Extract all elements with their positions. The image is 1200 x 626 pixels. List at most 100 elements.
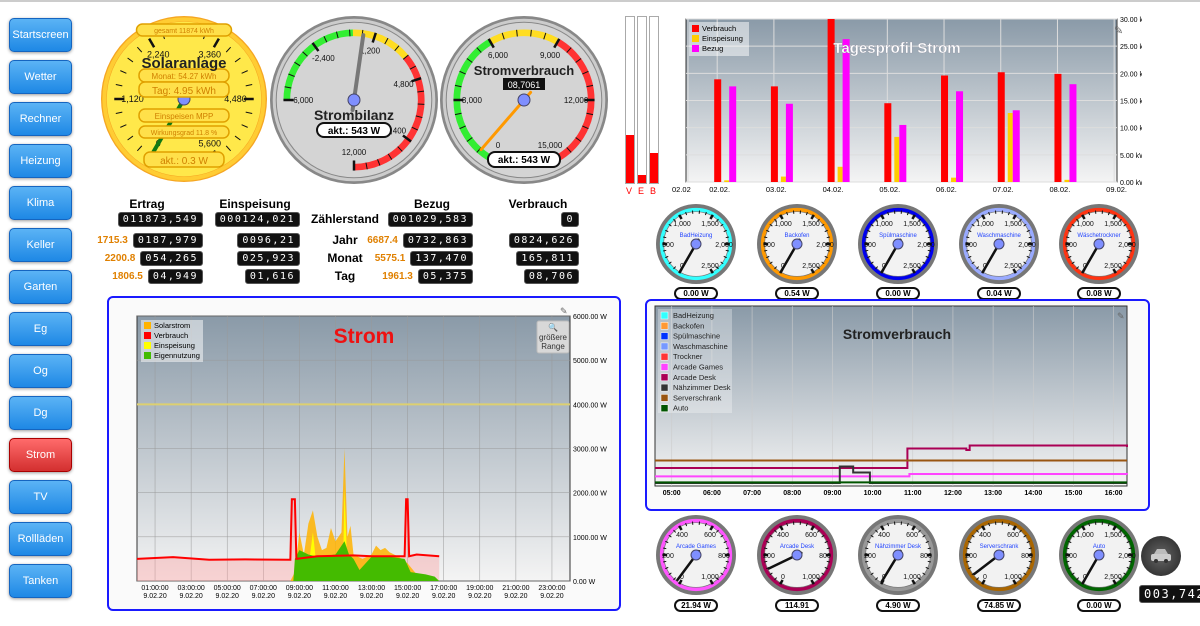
gauge-tick-label: 1,000: [802, 574, 820, 581]
device-name: Arcade Games: [676, 544, 716, 550]
gauge-tick: [1129, 237, 1132, 238]
y-tick-label: 6000.00 W: [573, 314, 607, 321]
gauge-tick-label: 1,000: [976, 221, 994, 228]
gauge-tick-label: 800: [819, 553, 831, 560]
legend-swatch: [692, 35, 699, 42]
legend-label: Serverschrank: [673, 393, 722, 402]
legend-swatch: [661, 333, 668, 340]
gauge-tick-label: 1,000: [875, 221, 893, 228]
einspeisung-value: 0096,21: [237, 233, 300, 248]
gauge-tick-label: 1,000: [774, 221, 792, 228]
gauge-tick: [517, 30, 518, 37]
bezug-side: 1961.3: [382, 271, 413, 282]
gauge-tick: [663, 250, 666, 251]
sidebar-item-strom[interactable]: Strom: [9, 438, 72, 472]
gauge-tick-label: 2,500: [1104, 263, 1122, 270]
einspeisung-value: 000124,021: [215, 212, 300, 227]
gauge-tick: [966, 250, 969, 251]
gauge-tick-label: 2,500: [903, 263, 921, 270]
veb-bar-fill: [626, 135, 634, 183]
sidebar-item-tanken[interactable]: Tanken: [9, 564, 72, 598]
veb-bar-e: [637, 16, 647, 184]
x-tick-label: 05:00:00: [214, 585, 241, 592]
device-name: Auto: [1093, 544, 1106, 550]
gauge-tick-label: 800: [718, 553, 730, 560]
legend-label: Eigennutzung: [154, 351, 200, 360]
gauge-tick-label: 2,000: [917, 242, 935, 249]
cell-einspeisung: 01,616: [245, 269, 300, 284]
verbrauch-akt: akt.: 543 W: [498, 155, 551, 166]
sidebar-item-rollläden[interactable]: Rollläden: [9, 522, 72, 556]
car-icon[interactable]: [1141, 536, 1181, 576]
x-tick-date: 9.02.20: [432, 593, 455, 600]
sidebar-item-og[interactable]: Og: [9, 354, 72, 388]
x-tick-label: 16:00: [1105, 490, 1123, 497]
chart-title: Strom: [334, 325, 395, 348]
device-name: Arcade Desk: [780, 544, 815, 550]
gauge-tick-label: 1,000: [903, 574, 921, 581]
gauge-tick-label: 500: [864, 242, 876, 249]
bar-bezug: [843, 39, 850, 182]
y-tick-label: 2000.00 W: [573, 491, 607, 498]
gauge-hub: [691, 550, 701, 560]
gauge-tick: [966, 237, 969, 238]
sidebar-item-keller[interactable]: Keller: [9, 228, 72, 262]
verbrauch-value: 0824,626: [509, 233, 579, 248]
sidebar-item-garten[interactable]: Garten: [9, 270, 72, 304]
legend-label: Auto: [673, 404, 688, 413]
cell-verbrauch: 0: [561, 212, 579, 227]
sidebar-item-eg[interactable]: Eg: [9, 312, 72, 346]
gauge-tick: [827, 237, 830, 238]
gauge-tick: [531, 30, 532, 37]
bar-bezug: [729, 86, 736, 182]
x-tick-date: 9.02.20: [540, 593, 563, 600]
y-tick-label: 10.00 kWh: [1120, 126, 1142, 133]
legend-label: Arcade Desk: [673, 373, 716, 382]
larger-range-label: größere: [539, 333, 568, 342]
gauge-hub: [994, 550, 1004, 560]
sidebar-item-klima[interactable]: Klima: [9, 186, 72, 220]
gauge-tick: [1129, 548, 1132, 549]
device-value: 0.00 W: [1077, 599, 1121, 612]
x-tick-label: 06:00: [703, 490, 721, 497]
device-name: Wäschetrockner: [1077, 233, 1120, 239]
gauge-tick-label: 1,500: [802, 221, 820, 228]
sidebar-item-dg[interactable]: Dg: [9, 396, 72, 430]
x-tick-label: 10:00: [864, 490, 882, 497]
sidebar-item-tv[interactable]: TV: [9, 480, 72, 514]
gauge-tick: [1029, 561, 1032, 562]
gauge-tick-label: 12,000: [564, 96, 589, 105]
cell-einspeisung: 025,923: [237, 251, 300, 266]
pencil-icon: ✎: [1114, 25, 1123, 37]
sidebar-item-wetter[interactable]: Wetter: [9, 60, 72, 94]
legend-swatch: [144, 332, 151, 339]
legend-label: Einspeisung: [702, 34, 743, 43]
gauge-hub: [792, 550, 802, 560]
gauge-tick-label: 2,000: [1118, 553, 1136, 560]
gauge-hub: [691, 239, 701, 249]
gauge-tick-label: 2,500: [701, 263, 719, 270]
sidebar-item-startscreen[interactable]: Startscreen: [9, 18, 72, 52]
x-tick-date: 9.02.20: [324, 593, 347, 600]
gauge-tick: [1066, 237, 1069, 238]
bar-verbrauch: [714, 79, 721, 182]
gauge-tick-label: 9,000: [540, 51, 561, 60]
x-tick-label: 13:00: [984, 490, 1002, 497]
x-tick-date: 9.02.20: [360, 593, 383, 600]
gauge-tick: [1129, 250, 1132, 251]
sidebar-item-rechner[interactable]: Rechner: [9, 102, 72, 136]
sidebar-item-heizung[interactable]: Heizung: [9, 144, 72, 178]
device-value: 114.91: [775, 599, 819, 612]
legend-swatch: [144, 322, 151, 329]
gauge-tick-label: 12,000: [342, 148, 367, 157]
gauge-tick-label: -6,000: [291, 96, 314, 105]
gauge-tick: [928, 561, 931, 562]
legend-label: Einspeisung: [154, 341, 195, 350]
gauge-tick: [827, 561, 830, 562]
pencil-icon: ✎: [560, 306, 568, 316]
gauge-tick-label: 500: [1065, 242, 1077, 249]
legend-swatch: [661, 343, 668, 350]
